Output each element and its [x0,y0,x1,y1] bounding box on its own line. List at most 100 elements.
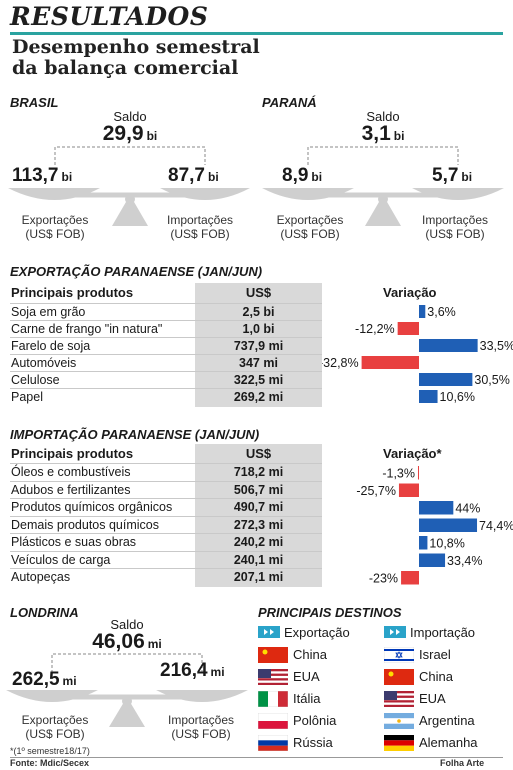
table-row-divider [10,515,322,517]
brasil-export-unit: bi [61,170,73,184]
brasil-saldo-number: 29,9 [102,122,144,145]
londrina-export-value: 262,5 mi [12,669,77,691]
export-variation-label: -12,2% [355,322,395,336]
export-row-usd: 737,9 mi [233,339,284,353]
parana-import-unit: bi [461,170,473,184]
import-row-label: Óleos e combustíveis [11,465,131,479]
parana-heading: PARANÁ [262,95,317,110]
export-variation-bar [397,322,419,335]
import-row-usd: 240,2 mi [233,535,284,549]
brasil-export-number: 113,7 [12,165,59,186]
export-variation-bar [419,339,478,352]
import-row-label: Demais produtos químicos [11,517,159,532]
usa-flag-icon [384,691,414,707]
import-legend-icon [384,626,406,638]
export-variation-bar [419,305,426,318]
import-row-usd: 272,3 mi [233,517,284,532]
table-row-divider [10,480,322,482]
table-row-divider [10,498,322,499]
import-variation-label: -23% [369,572,398,586]
subtitle-line-2: da balança comercial [12,57,239,79]
credit-note: Folha Arte [440,758,485,768]
export-row-label: Farelo de soja [11,339,91,353]
export-variation-bar [419,373,473,386]
import-variation-label: -25,7% [356,484,396,498]
import-row-usd: 718,2 mi [233,465,284,479]
parana-import-label-1: Importações [421,213,489,227]
parana-export-number: 8,9 [282,165,309,186]
export-variation-label: 10,6% [440,390,475,404]
import-row-label: Autopeças [11,570,71,584]
poland-flag-icon [258,713,288,729]
source-note: Fonte: Mdic/Secex [10,758,90,768]
import-row-label: Veículos de carga [11,552,111,567]
import-row-label: Produtos químicos orgânicos [11,500,173,514]
export-legend-icon [258,626,280,638]
brasil-scale-icon [8,146,250,226]
parana-saldo-value: 3,1 bi [323,122,443,146]
londrina-import-label-1: Importações [167,713,235,727]
londrina-import-number: 216,4 [160,660,208,681]
germany-flag-icon [384,735,414,751]
londrina-import-label-2: (US$ FOB) [171,727,231,741]
page-title: RESULTADOS [10,2,209,31]
import-country-1: Israel [419,647,451,662]
brasil-import-label: Importações (US$ FOB) [145,213,255,241]
import-row-usd: 240,1 mi [233,552,284,567]
import-col-products: Principais produtos [11,446,134,461]
parana-import-value: 5,7 bi [432,165,472,187]
export-variation-bar [361,356,419,369]
londrina-saldo-unit: mi [147,637,162,651]
import-country-5: Alemanha [419,735,478,750]
londrina-export-label-1: Exportações [21,713,89,727]
import-variation-bar [419,501,454,515]
export-country-5: Rússia [293,735,333,750]
import-variation-bar [419,536,428,550]
export-row-usd: 1,0 bi [242,322,275,336]
import-variation-bar [401,571,419,585]
parana-export-unit: bi [311,170,323,184]
londrina-export-label: Exportações (US$ FOB) [0,713,110,741]
import-variation-label: 74,4% [479,519,513,533]
import-variation-label: 44% [455,502,480,516]
brasil-export-value: 113,7 bi [12,165,72,187]
londrina-export-number: 262,5 [12,669,60,690]
table-row-divider [10,533,322,534]
russia-flag-icon [258,735,288,751]
brasil-export-label-1: Exportações [21,213,89,227]
export-variation-bar [419,390,438,403]
export-row-usd: 269,2 mi [233,390,284,404]
parana-scale-icon [262,146,504,226]
export-country-1: China [293,647,327,662]
import-legend-label: Importação [410,625,476,640]
footer-rule [10,757,503,758]
export-table-title: EXPORTAÇÃO PARANAENSE (JAN/JUN) [10,264,263,279]
export-variation-label: 30,5% [474,373,509,387]
import-table-title: IMPORTAÇÃO PARANAENSE (JAN/JUN) [10,427,260,442]
import-row-usd: 207,1 mi [233,570,284,584]
londrina-heading: LONDRINA [10,605,79,620]
table-row-divider [10,320,322,321]
brasil-saldo-label: Saldo [113,109,147,124]
export-legend-label: Exportação [284,625,350,640]
table-row-divider [10,463,322,464]
londrina-import-label: Importações (US$ FOB) [146,713,256,741]
export-country-2: EUA [293,669,320,684]
brasil-export-label: Exportações (US$ FOB) [0,213,110,241]
title-rule [10,32,503,35]
brasil-heading: BRASIL [10,95,59,110]
export-country-3: Itália [293,691,321,706]
subtitle-line-1: Desempenho semestral [12,36,260,58]
brasil-import-number: 87,7 [168,165,205,186]
israel-flag-icon [384,647,414,663]
export-variation-label: -32,8% [322,356,359,370]
export-row-usd: 322,5 mi [233,373,284,387]
parana-export-label-1: Exportações [276,213,344,227]
table-row-divider [10,371,322,372]
parana-saldo-number: 3,1 [361,122,391,145]
londrina-saldo-value: 46,06 mi [57,630,197,654]
import-country-3: EUA [419,691,446,706]
import-row-usd: 490,7 mi [233,500,284,514]
china-flag-icon [258,647,288,663]
destinos-heading: PRINCIPAIS DESTINOS [258,605,402,620]
